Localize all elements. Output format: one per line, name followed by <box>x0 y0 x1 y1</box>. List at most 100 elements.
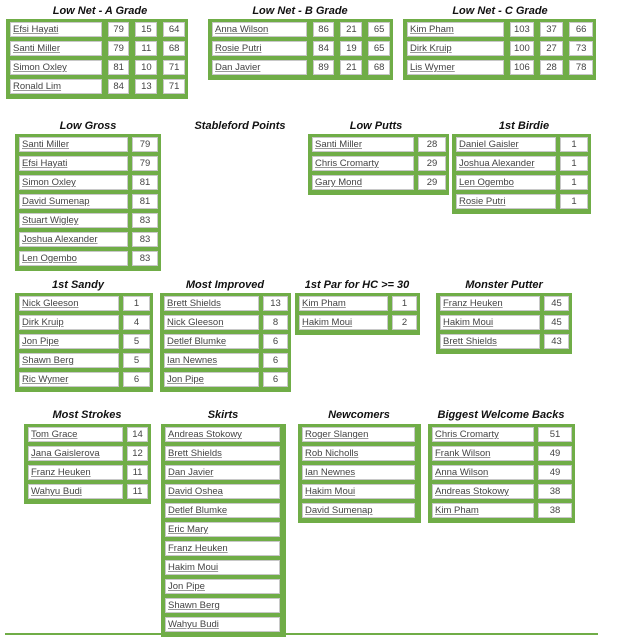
name-cell: David Sumenap <box>302 503 415 518</box>
name-cell: Hakim Moui <box>302 484 415 499</box>
value-cell: 1 <box>560 175 588 190</box>
value-cell: 28 <box>539 60 564 75</box>
table-row: Gary Mond 29 <box>312 175 446 190</box>
table-row: Stuart Wigley 83 <box>19 213 158 228</box>
table-row: Rob Nicholls <box>302 446 418 461</box>
table-row: Nick Gleeson 8 <box>164 315 288 330</box>
table-row: Franz Heuken <box>165 541 283 556</box>
table-row: Tom Grace 14 <box>28 427 148 442</box>
value-cell: 21 <box>340 60 363 75</box>
table-row: Jon Pipe 6 <box>164 372 288 387</box>
low-gross-table: Santi Miller 79 Efsi Hayati 79 Simon Oxley 81… <box>15 134 161 271</box>
value-cell: 89 <box>312 60 335 75</box>
table-row: Simon Oxley 81 <box>19 175 158 190</box>
table-row: Ian Newnes <box>302 465 418 480</box>
low-net-b-title: Low Net - B Grade <box>252 5 348 17</box>
table-row: Hakim Moui 2 <box>299 315 417 330</box>
name-cell: Eric Mary <box>165 522 280 537</box>
name-cell: Nick Gleeson <box>19 296 119 311</box>
first-sandy-title: 1st Sandy <box>52 279 104 291</box>
value-cell: 38 <box>538 484 572 499</box>
table-row: Dan Javier 89 21 68 <box>212 60 390 75</box>
table-row: Chris Cromarty 51 <box>432 427 572 442</box>
name-cell: Chris Cromarty <box>312 156 414 171</box>
table-row: Jana Gaislerova 12 <box>28 446 148 461</box>
name-cell: Brett Shields <box>164 296 259 311</box>
name-cell: Ian Newnes <box>302 465 415 480</box>
name-cell: Santi Miller <box>10 41 102 56</box>
name-cell: Detlef Blumke <box>164 334 259 349</box>
name-cell: Ronald Lim <box>10 79 102 94</box>
value-cell: 68 <box>368 60 390 75</box>
name-cell: Detlef Blumke <box>165 503 280 518</box>
value-cell: 12 <box>127 446 148 461</box>
name-cell: Rosie Putri <box>212 41 307 56</box>
name-cell: Stuart Wigley <box>19 213 128 228</box>
name-cell: Efsi Hayati <box>10 22 102 37</box>
value-cell: 43 <box>544 334 569 349</box>
most-improved-title: Most Improved <box>185 279 265 291</box>
stableford-title: Stableford Points <box>194 120 286 132</box>
low-net-c-table: Kim Pham 103 37 66 Dirk Kruip 100 27 73 Lis Wyme… <box>403 19 596 80</box>
value-cell: 10 <box>135 60 158 75</box>
table-row: Santi Miller 79 11 68 <box>10 41 186 56</box>
name-cell: Daniel Gaisler <box>456 137 556 152</box>
value-cell: 1 <box>560 137 588 152</box>
table-row: Jon Pipe 5 <box>19 334 150 349</box>
name-cell: Roger Slangen <box>302 427 415 442</box>
table-row: Dan Javier <box>165 465 283 480</box>
value-cell: 49 <box>538 446 572 461</box>
value-cell: 5 <box>123 334 150 349</box>
monster-putter-title: Monster Putter <box>465 279 543 291</box>
name-cell: Ric Wymer <box>19 372 119 387</box>
table-row: Santi Miller 79 <box>19 137 158 152</box>
table-row: Wahyu Budi <box>165 617 283 632</box>
table-row: David Oshea <box>165 484 283 499</box>
table-row: Andreas Stokowy <box>165 427 283 442</box>
value-cell: 45 <box>544 315 569 330</box>
value-cell: 38 <box>538 503 572 518</box>
value-cell: 86 <box>312 22 335 37</box>
value-cell: 81 <box>132 175 158 190</box>
value-cell: 84 <box>312 41 335 56</box>
table-row: Rosie Putri 1 <box>456 194 588 209</box>
name-cell: Dan Javier <box>212 60 307 75</box>
name-cell: Simon Oxley <box>10 60 102 75</box>
value-cell: 83 <box>132 232 158 247</box>
table-row: Kim Pham 38 <box>432 503 572 518</box>
value-cell: 6 <box>123 372 150 387</box>
value-cell: 29 <box>418 175 446 190</box>
table-row: Anna Wilson 49 <box>432 465 572 480</box>
value-cell: 11 <box>135 41 158 56</box>
value-cell: 79 <box>132 137 158 152</box>
value-cell: 66 <box>569 22 593 37</box>
value-cell: 21 <box>340 22 363 37</box>
value-cell: 6 <box>263 334 288 349</box>
value-cell: 65 <box>368 22 390 37</box>
name-cell: Gary Mond <box>312 175 414 190</box>
low-putts-table: Santi Miller 28 Chris Cromarty 29 Gary Mond 2… <box>308 134 449 195</box>
first-birdie-table: Daniel Gaisler 1 Joshua Alexander 1 Len Ogem… <box>452 134 591 214</box>
table-row: Dirk Kruip 4 <box>19 315 150 330</box>
table-row: Jon Pipe <box>165 579 283 594</box>
value-cell: 84 <box>107 79 130 94</box>
value-cell: 4 <box>123 315 150 330</box>
name-cell: Franz Heuken <box>165 541 280 556</box>
table-row: Efsi Hayati 79 15 64 <box>10 22 186 37</box>
low-putts-title: Low Putts <box>349 120 403 132</box>
table-row: Daniel Gaisler 1 <box>456 137 588 152</box>
table-row: Kim Pham 103 37 66 <box>407 22 593 37</box>
name-cell: Franz Heuken <box>28 465 123 480</box>
name-cell: Shawn Berg <box>19 353 119 368</box>
value-cell: 73 <box>569 41 593 56</box>
name-cell: Andreas Stokowy <box>432 484 534 499</box>
value-cell: 15 <box>135 22 158 37</box>
value-cell: 83 <box>132 213 158 228</box>
table-row: Joshua Alexander 83 <box>19 232 158 247</box>
name-cell: Dirk Kruip <box>407 41 505 56</box>
table-row: Eric Mary <box>165 522 283 537</box>
name-cell: Hakim Moui <box>440 315 540 330</box>
name-cell: Jon Pipe <box>165 579 280 594</box>
name-cell: Hakim Moui <box>165 560 280 575</box>
value-cell: 65 <box>368 41 390 56</box>
